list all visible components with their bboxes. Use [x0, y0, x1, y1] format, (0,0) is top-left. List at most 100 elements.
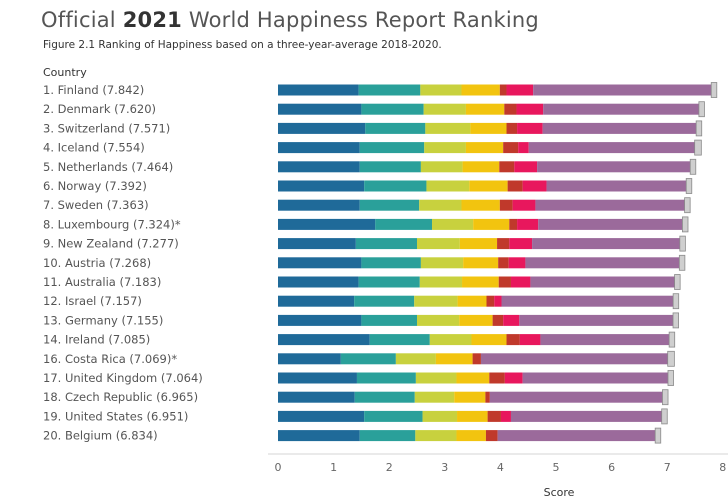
bar-segment-16-4 [456, 372, 490, 384]
bar-segment-1-2 [358, 84, 421, 96]
bar-segment-19-2 [359, 430, 416, 442]
error-bar-1 [710, 82, 718, 98]
bar-segment-15-7 [480, 353, 672, 365]
bar-segment-4-3 [424, 142, 466, 154]
country-label-18: 19. United States (6.951) [43, 409, 188, 423]
bar-segment-7-6 [512, 199, 536, 211]
bar-segment-14-5 [506, 334, 520, 346]
x-tick-8: 8 [719, 461, 726, 474]
bar-segment-5-2 [359, 161, 421, 173]
error-bar-7 [684, 197, 691, 214]
bar-segment-13-2 [361, 314, 417, 326]
country-label-2: 2. Denmark (7.620) [43, 102, 156, 116]
bar-segment-1-7 [533, 84, 714, 96]
error-bar-12 [672, 293, 680, 310]
bar-segment-18-3 [422, 410, 458, 422]
bar-segment-9-6 [509, 238, 533, 250]
bar-segment-2-3 [423, 103, 466, 115]
error-bar-18 [661, 408, 668, 425]
bar-segment-8-6 [517, 218, 539, 230]
bar-segment-2-4 [465, 103, 505, 115]
bar-segment-10-7 [525, 257, 682, 269]
bar-segment-18-4 [457, 410, 488, 422]
bar-segment-18-2 [364, 410, 423, 422]
bar-segment-4-7 [528, 142, 698, 154]
bar-segment-1-1 [278, 84, 359, 96]
x-tick-0: 0 [275, 461, 282, 474]
x-tick-1: 1 [330, 461, 337, 474]
error-bar-8 [682, 216, 689, 233]
bar-segment-11-1 [278, 276, 359, 288]
bar-segment-6-4 [469, 180, 508, 192]
country-label-15: 16. Costa Rica (7.069)* [43, 352, 177, 366]
bar-segment-18-5 [487, 410, 501, 422]
bar-segment-9-2 [355, 238, 417, 250]
bar-segment-12-4 [457, 295, 487, 307]
bar-segment-14-4 [471, 334, 507, 346]
bar-segment-5-3 [420, 161, 463, 173]
title-suffix: World Happiness Report Ranking [188, 8, 539, 32]
bar-segment-5-7 [537, 161, 693, 173]
bar-segment-9-1 [278, 238, 356, 250]
bar-segment-4-5 [503, 142, 519, 154]
bar-segment-6-5 [507, 180, 523, 192]
bar-segment-15-1 [278, 353, 341, 365]
x-axis-title: Score [544, 486, 575, 496]
error-bar-17 [662, 389, 669, 406]
bar-segment-11-4 [462, 276, 499, 288]
country-label-4: 4. Iceland (7.554) [43, 141, 145, 155]
error-bar-2 [698, 101, 705, 118]
bar-segment-2-5 [504, 103, 517, 115]
bar-segment-13-7 [519, 314, 676, 326]
bar-segment-12-3 [414, 295, 458, 307]
bar-segment-14-1 [278, 334, 370, 346]
bar-segment-2-1 [278, 103, 362, 115]
bar-segment-7-2 [359, 199, 420, 211]
bar-segment-7-3 [419, 199, 462, 211]
bar-segment-11-2 [358, 276, 420, 288]
x-tick-6: 6 [608, 461, 615, 474]
bar-segment-16-7 [522, 372, 672, 384]
bar-segment-6-1 [278, 180, 365, 192]
column-header-country: Country [43, 66, 87, 79]
bar-segment-3-4 [470, 122, 507, 134]
x-tick-2: 2 [386, 461, 393, 474]
bar-segment-5-6 [514, 161, 538, 173]
error-bar-15 [667, 350, 675, 367]
country-label-11: 11. Australia (7.183) [43, 275, 161, 289]
bar-segment-18-1 [278, 410, 365, 422]
bar-segment-19-7 [497, 430, 658, 442]
country-label-6: 6. Norway (7.392) [43, 179, 147, 193]
bar-segment-9-3 [417, 238, 460, 250]
bar-segment-8-4 [473, 218, 510, 230]
bar-segment-2-6 [516, 103, 544, 115]
bar-segment-19-3 [415, 430, 457, 442]
bar-segment-3-3 [425, 122, 471, 134]
error-bar-14 [668, 331, 676, 348]
bar-segment-10-3 [420, 257, 464, 269]
country-label-14: 14. Ireland (7.085) [43, 333, 150, 347]
bar-segment-19-4 [456, 430, 486, 442]
x-tick-3: 3 [441, 461, 448, 474]
bar-segment-15-4 [435, 353, 473, 365]
error-bar-3 [695, 120, 703, 137]
bar-segment-15-2 [340, 353, 396, 365]
error-bar-13 [672, 312, 679, 329]
bar-segment-9-5 [497, 238, 510, 250]
bar-segment-8-5 [509, 218, 518, 230]
bar-segment-17-5 [485, 391, 490, 403]
country-label-7: 7. Sweden (7.363) [43, 198, 149, 212]
bar-segment-12-1 [278, 295, 355, 307]
bar-segment-12-2 [354, 295, 415, 307]
bar-segment-12-5 [486, 295, 495, 307]
bar-segment-2-2 [361, 103, 424, 115]
bar-segment-5-1 [278, 161, 360, 173]
bar-segment-9-4 [459, 238, 498, 250]
bar-segment-4-2 [359, 142, 425, 154]
bar-segment-4-4 [465, 142, 504, 154]
bar-segment-17-7 [489, 391, 666, 403]
bar-segment-19-1 [278, 430, 360, 442]
bar-segment-16-3 [415, 372, 457, 384]
error-bar-10 [678, 254, 686, 271]
bar-segment-9-7 [532, 238, 683, 250]
